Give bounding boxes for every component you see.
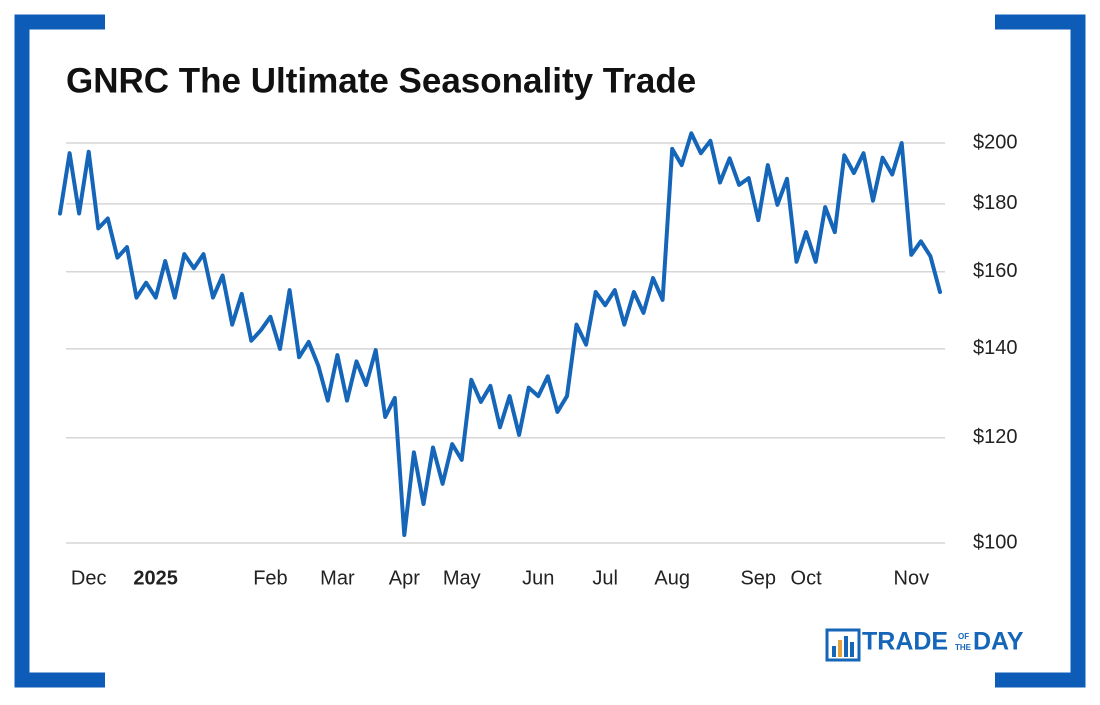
y-tick-label: $200	[973, 131, 1018, 153]
y-tick-label: $120	[973, 426, 1018, 448]
x-tick-label: Apr	[389, 567, 420, 589]
x-tick-label: Aug	[654, 567, 690, 589]
logo-text: THE	[955, 643, 972, 652]
y-tick-label: $160	[973, 260, 1018, 282]
x-tick-label: Mar	[320, 567, 355, 589]
logo-text: TRADE	[862, 628, 948, 656]
x-tick-label: Jun	[522, 567, 554, 589]
y-tick-label: $180	[973, 192, 1018, 214]
y-tick-label: $140	[973, 337, 1018, 359]
x-tick-label: 2025	[133, 567, 178, 589]
chart-title: GNRC The Ultimate Seasonality Trade	[66, 61, 696, 100]
x-tick-label: Feb	[253, 567, 287, 589]
x-tick-label: Nov	[894, 567, 930, 589]
logo-icon	[825, 628, 861, 662]
logo-text: DAY	[973, 628, 1024, 656]
logo-text: OF	[958, 632, 969, 641]
x-tick-label: May	[443, 567, 481, 589]
price-line	[58, 131, 942, 537]
x-tick-label: Sep	[740, 567, 776, 589]
frame-left	[14, 14, 105, 688]
x-tick-label: Oct	[791, 567, 823, 589]
frame-right	[995, 14, 1086, 688]
x-tick-label: Dec	[71, 567, 107, 589]
x-tick-label: Jul	[592, 567, 618, 589]
y-tick-label: $100	[973, 531, 1018, 553]
